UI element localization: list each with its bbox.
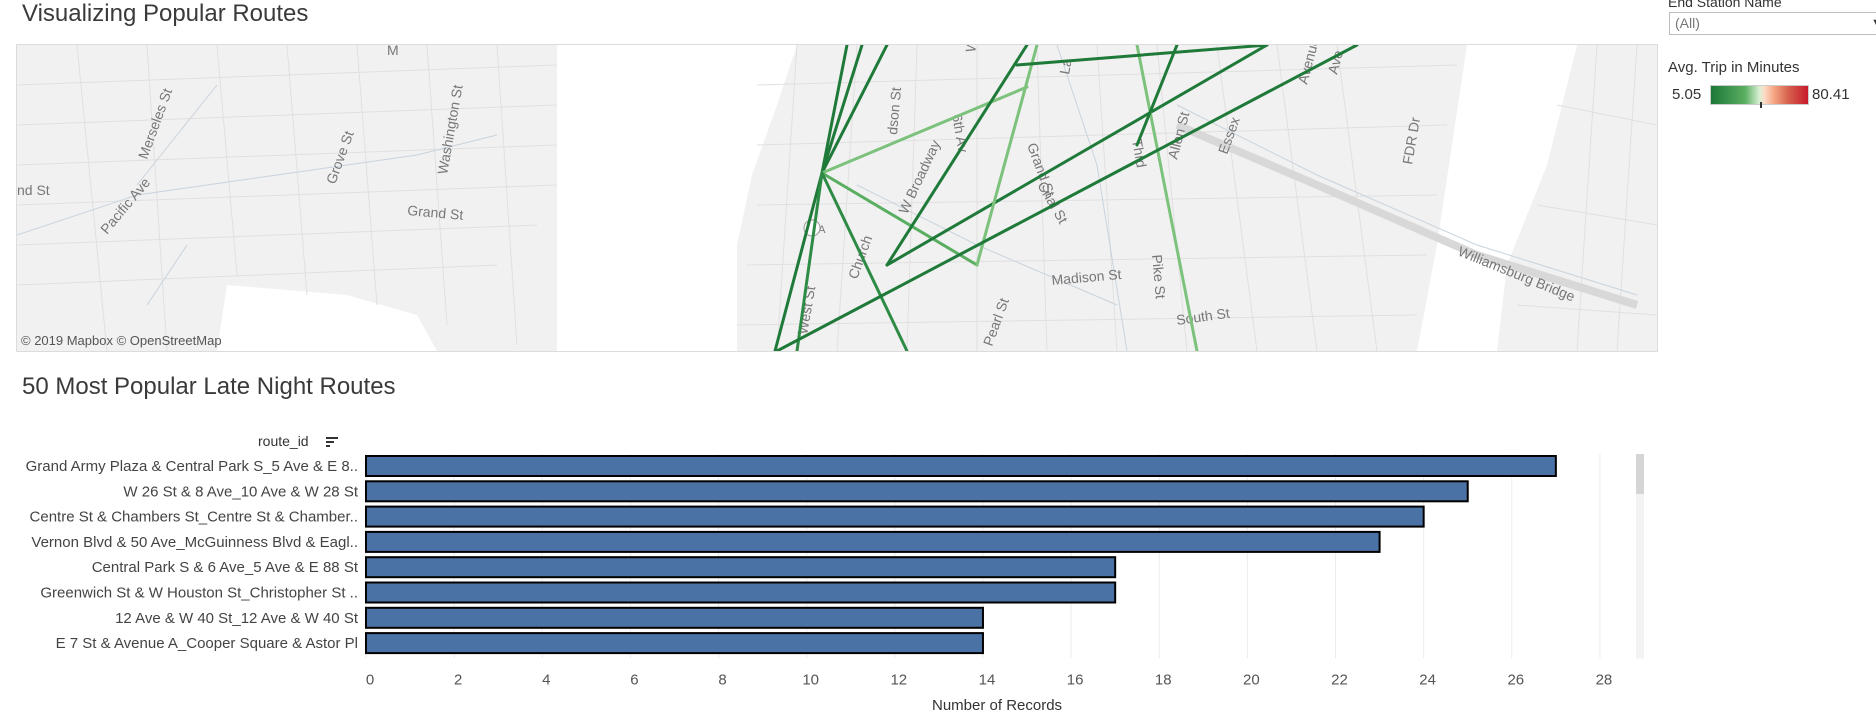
legend-min: 5.05 [1672, 86, 1702, 103]
bar[interactable] [365, 455, 1557, 477]
route-line[interactable] [820, 45, 849, 175]
route-label[interactable]: Central Park S & 6 Ave_5 Ave & E 88 St [92, 559, 359, 576]
x-tick-label: 0 [366, 671, 374, 688]
route-id-header[interactable]: route_id [258, 433, 309, 449]
route-line[interactable] [885, 45, 1029, 267]
route-line[interactable] [773, 171, 824, 351]
street-label: nd St [17, 182, 50, 198]
x-tick-label: 12 [890, 671, 907, 688]
bar[interactable] [365, 530, 1381, 553]
x-tick-label: 24 [1419, 671, 1436, 688]
hudson-river [557, 45, 797, 351]
end-station-filter[interactable]: (All) ▼ [1669, 12, 1876, 35]
legend-marker [1760, 102, 1762, 108]
map-attribution[interactable]: © 2019 Mapbox © OpenStreetMap [21, 333, 222, 348]
route-label[interactable]: Grand Army Plaza & Central Park S_5 Ave … [26, 458, 358, 475]
scrollbar-track[interactable] [1636, 454, 1644, 659]
street-label: W [962, 45, 980, 54]
bar[interactable] [365, 505, 1425, 528]
map-canvas[interactable]: nd St Pacific Ave Merseles St Grove St W… [17, 45, 1657, 351]
filter-value: (All) [1675, 15, 1700, 31]
x-tick-label: 4 [542, 671, 550, 688]
chevron-down-icon[interactable]: ▼ [1871, 13, 1876, 34]
x-tick-label: 22 [1331, 671, 1348, 688]
x-tick-label: 8 [718, 671, 726, 688]
route-line[interactable] [795, 171, 824, 351]
route-label[interactable]: 12 Ave & W 40 St_12 Ave & W 40 St [115, 610, 359, 627]
x-tick-label: 18 [1155, 671, 1172, 688]
route-line[interactable] [885, 45, 1269, 267]
bar[interactable] [365, 606, 984, 629]
street-label: FDR Dr [1399, 116, 1423, 166]
legend-max: 80.41 [1812, 86, 1850, 103]
sort-descending-icon[interactable] [326, 436, 338, 448]
bar[interactable] [365, 556, 1117, 579]
street-label: Cnal St [1034, 179, 1071, 227]
bar[interactable] [365, 581, 1117, 604]
filter-label: End Station Name [1668, 0, 1782, 10]
road-lines [17, 45, 1638, 351]
route-line[interactable] [1135, 45, 1199, 351]
x-tick-label: 2 [454, 671, 462, 688]
route-line[interactable] [820, 45, 864, 175]
color-legend-bar [1710, 85, 1809, 105]
route-line[interactable] [775, 45, 1359, 351]
street-label: dson St [884, 86, 904, 135]
street-label: Grand St [407, 202, 464, 223]
route-label[interactable]: E 7 St & Avenue A_Cooper Square & Astor … [56, 635, 358, 652]
x-tick-label: 28 [1596, 671, 1613, 688]
x-axis-title: Number of Records [932, 697, 1063, 714]
chart-title: 50 Most Popular Late Night Routes [22, 373, 396, 400]
route-line[interactable] [1135, 45, 1179, 147]
street-label: Washington St [434, 83, 465, 175]
bar[interactable] [365, 632, 984, 655]
route-line[interactable] [820, 45, 889, 175]
x-tick-label: 14 [979, 671, 996, 688]
route-line[interactable] [975, 45, 1039, 267]
x-tick-label: 16 [1067, 671, 1084, 688]
street-label: Grove St [323, 129, 357, 186]
bar[interactable] [365, 480, 1469, 503]
route-label[interactable]: Vernon Blvd & 50 Ave_McGuinness Blvd & E… [31, 534, 358, 551]
route-line[interactable] [1015, 45, 1269, 67]
x-tick-label: 10 [802, 671, 819, 688]
route-line[interactable] [820, 171, 909, 351]
bay-water [217, 285, 437, 351]
scrollbar-thumb[interactable] [1636, 454, 1644, 494]
x-tick-label: 26 [1507, 671, 1524, 688]
route-map[interactable]: nd St Pacific Ave Merseles St Grove St W… [16, 44, 1658, 352]
williamsburg-bridge [1175, 121, 1639, 309]
map-title: Visualizing Popular Routes [22, 0, 309, 27]
bar-chart[interactable]: Grand Army Plaza & Central Park S_5 Ave … [0, 450, 1660, 695]
x-tick-label: 6 [630, 671, 638, 688]
street-label: Merseles St [135, 86, 175, 161]
street-label: South St [1175, 305, 1231, 328]
street-grid [17, 45, 1657, 351]
legend-title: Avg. Trip in Minutes [1668, 59, 1800, 76]
route-label[interactable]: W 26 St & 8 Ave_10 Ave & W 28 St [123, 483, 358, 500]
street-label: Pike St [1149, 254, 1169, 300]
street-label: W Broadway [895, 138, 943, 217]
route-lines[interactable] [773, 45, 1359, 351]
east-river [1417, 45, 1577, 351]
x-tick-label: 20 [1243, 671, 1260, 688]
street-label: Madison St [1051, 266, 1122, 288]
route-line[interactable] [820, 171, 979, 267]
street-label: M [387, 45, 399, 58]
route-label[interactable]: Centre St & Chambers St_Centre St & Cham… [30, 509, 358, 526]
route-label[interactable]: Greenwich St & W Houston St_Christopher … [40, 585, 358, 602]
